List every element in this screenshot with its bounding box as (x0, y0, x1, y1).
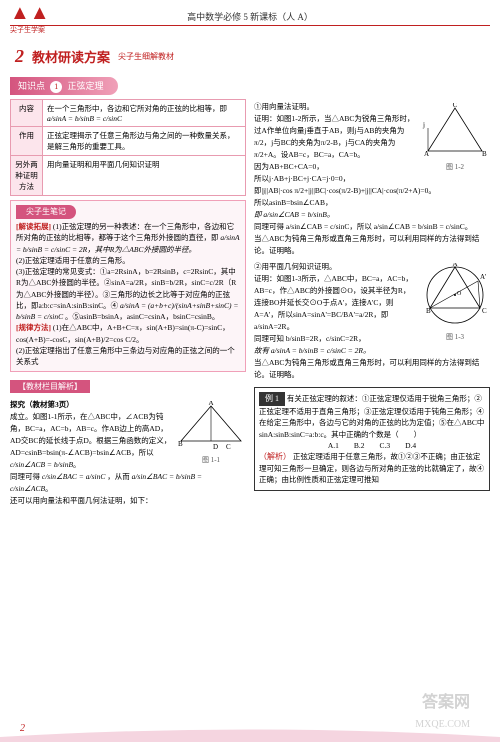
svg-text:C: C (482, 307, 487, 315)
header-title: 高中数学必修 5 新课标（人 A） (10, 4, 490, 23)
table-row: 内容 在一个三角形中，各边和它所对角的正弦的比相等，即 a/sinA = b/s… (11, 100, 246, 127)
book-title: 高中数学必修 5 (187, 12, 248, 22)
svg-text:A: A (452, 263, 457, 268)
logo-text: 尖子生学案 (10, 25, 60, 35)
svg-text:B: B (426, 307, 431, 315)
page-number: 2 (20, 723, 25, 734)
figure-1-2: C A B j 图 1-2 (420, 103, 490, 173)
book-subtitle: 新课标（人 A） (250, 12, 313, 22)
svg-text:B: B (178, 440, 183, 448)
svg-text:j: j (422, 121, 425, 129)
circle-triangle-icon: A B C A' O (420, 263, 490, 328)
footer-decoration (0, 722, 500, 742)
figure-caption: 图 1-1 (176, 455, 246, 466)
row-label: 作用 (11, 127, 43, 156)
textbook-content: A B D C 图 1-1 探究（教材第3页） 成立。如图1-1所示，在△ABC… (10, 397, 246, 509)
example-box: 例 1 有关正弦定理的叙述：①正弦定理仅适用于锐角三角形；②正弦定理不适用于直角… (254, 387, 490, 491)
notes-label: [规律方法] (16, 323, 51, 332)
analyze-content: 正弦定理适用于任意三角形，故①②③不正确；由正弦定理可知三角形一旦确定，则各边与… (259, 452, 484, 484)
section-header: 2 教材研读方案 尖子生细解教材 (0, 40, 500, 73)
figure-1-1: A B D C 图 1-1 (176, 401, 246, 466)
logo-icon: ▲▲ (10, 2, 60, 25)
svg-text:C: C (226, 443, 231, 451)
figure-caption: 图 1-2 (420, 162, 490, 173)
example-label: 例 1 (259, 392, 285, 406)
figure-caption: 图 1-3 (420, 332, 490, 343)
proof-vector: C A B j 图 1-2 ①用向量法证明。 证明：如图1-2所示，当△ABC为… (254, 99, 490, 259)
svg-text:C: C (453, 103, 458, 109)
textbook-analysis-label: 【教材栏目解析】 (10, 380, 90, 393)
triangle-vector-icon: C A B j (420, 103, 490, 158)
svg-text:B: B (482, 150, 487, 158)
info-table: 内容 在一个三角形中，各边和它所对角的正弦的比相等，即 a/sinA = b/s… (10, 99, 246, 196)
kp-label: 知识点 (18, 81, 45, 91)
notes-label: [解读拓展] (16, 222, 51, 231)
notes-content: [解读拓展] (1)正弦定理的另一种表述：在一个三角形中，各边和它所对角的正弦的… (16, 221, 240, 322)
section-number: 2 (15, 46, 24, 67)
figure-1-3: A B C A' O 图 1-3 (420, 263, 490, 343)
svg-text:O: O (457, 291, 462, 297)
kp-name: 正弦定理 (68, 81, 104, 91)
example-options: A.1 B.2 C.3 D.4 (259, 440, 485, 451)
row-content: 用向量证明和用平面几何知识证明 (43, 156, 246, 196)
notes-content-2: [规律方法] (1)在△ABC中，A+B+C=π，sin(A+B)=sin(π-… (16, 322, 240, 367)
knowledge-point-badge: 知识点 1 正弦定理 (10, 77, 118, 95)
svg-text:D: D (213, 443, 218, 451)
notes-header: 尖子生笔记 (16, 205, 76, 219)
triangle-diagram-icon: A B D C (176, 401, 246, 451)
page-header: ▲▲ 尖子生学案 高中数学必修 5 新课标（人 A） (0, 0, 500, 40)
svg-text:A': A' (480, 273, 486, 281)
table-row: 另外两种证明方法 用向量证明和用平面几何知识证明 (11, 156, 246, 196)
explore-title: 探究（教材第3页） (10, 400, 74, 409)
row-content: 正弦定理揭示了任意三角形边与角之间的一种数量关系，是解三角形的重要工具。 (43, 127, 246, 156)
row-label: 另外两种证明方法 (11, 156, 43, 196)
watermark: 答案网 (422, 688, 470, 712)
table-row: 作用 正弦定理揭示了任意三角形边与角之间的一种数量关系，是解三角形的重要工具。 (11, 127, 246, 156)
logo: ▲▲ 尖子生学案 (10, 2, 60, 32)
proof-geometry: A B C A' O 图 1-3 ②用平面几何知识证明。 证明：如图1-3所示，… (254, 259, 490, 383)
analyze-label: （解析） (259, 452, 291, 461)
example-content: 有关正弦定理的叙述：①正弦定理仅适用于锐角三角形；②正弦定理不适用于直角三角形；… (259, 394, 484, 439)
kp-number: 1 (50, 81, 62, 93)
notes-box: 尖子生笔记 [解读拓展] (1)正弦定理的另一种表述：在一个三角形中，各边和它所… (10, 200, 246, 372)
main-content: 内容 在一个三角形中，各边和它所对角的正弦的比相等，即 a/sinA = b/s… (0, 99, 500, 509)
left-column: 内容 在一个三角形中，各边和它所对角的正弦的比相等，即 a/sinA = b/s… (10, 99, 246, 509)
row-label: 内容 (11, 100, 43, 127)
header-divider (10, 25, 490, 26)
right-column: C A B j 图 1-2 ①用向量法证明。 证明：如图1-2所示，当△ABC为… (254, 99, 490, 509)
section-title: 教材研读方案 (32, 47, 110, 66)
section-subtitle: 尖子生细解教材 (118, 51, 174, 62)
row-content: 在一个三角形中，各边和它所对角的正弦的比相等，即 a/sinA = b/sinB… (43, 100, 246, 127)
svg-text:A: A (208, 401, 213, 407)
svg-text:A: A (424, 150, 429, 158)
